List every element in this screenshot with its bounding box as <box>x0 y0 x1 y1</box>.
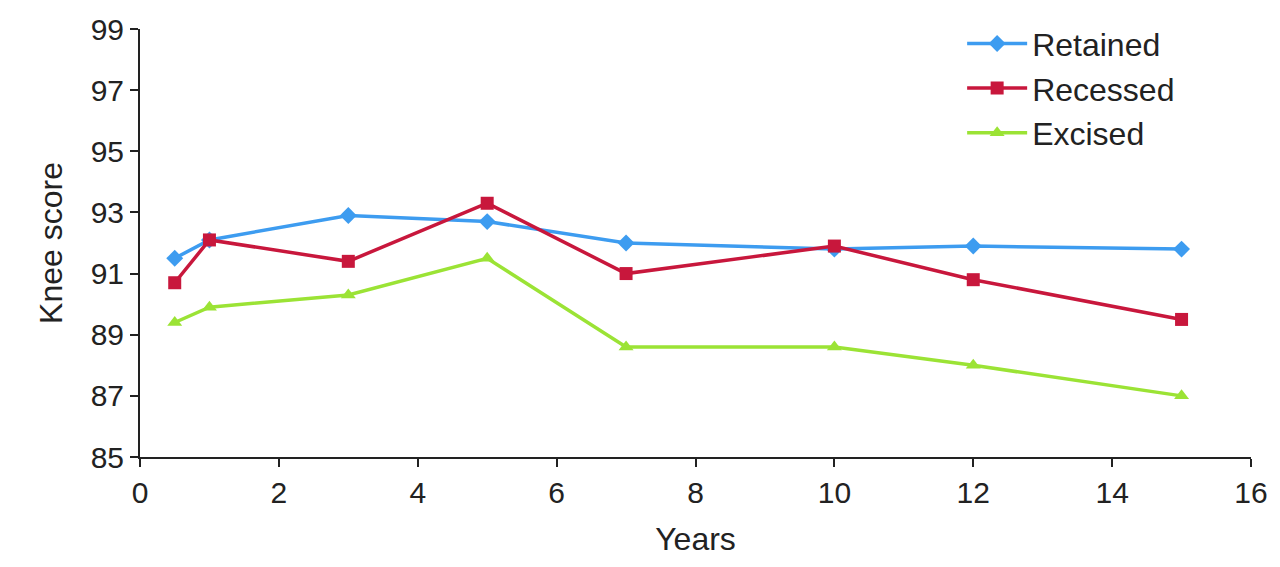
svg-text:95: 95 <box>91 135 124 168</box>
svg-text:87: 87 <box>91 379 124 412</box>
svg-text:93: 93 <box>91 196 124 229</box>
svg-text:Years: Years <box>655 521 736 557</box>
svg-text:Knee score: Knee score <box>33 162 69 324</box>
svg-text:14: 14 <box>1095 476 1128 509</box>
svg-text:8: 8 <box>687 476 704 509</box>
svg-text:0: 0 <box>132 476 149 509</box>
svg-text:91: 91 <box>91 257 124 290</box>
svg-text:4: 4 <box>409 476 426 509</box>
svg-text:97: 97 <box>91 74 124 107</box>
svg-text:2: 2 <box>271 476 288 509</box>
svg-text:Recessed: Recessed <box>1032 72 1174 108</box>
svg-text:10: 10 <box>818 476 851 509</box>
svg-text:99: 99 <box>91 13 124 46</box>
svg-text:Excised: Excised <box>1032 116 1144 152</box>
svg-text:6: 6 <box>548 476 565 509</box>
svg-text:Retained: Retained <box>1032 27 1160 63</box>
svg-text:16: 16 <box>1234 476 1267 509</box>
svg-text:89: 89 <box>91 318 124 351</box>
svg-text:12: 12 <box>957 476 990 509</box>
svg-text:85: 85 <box>91 441 124 474</box>
